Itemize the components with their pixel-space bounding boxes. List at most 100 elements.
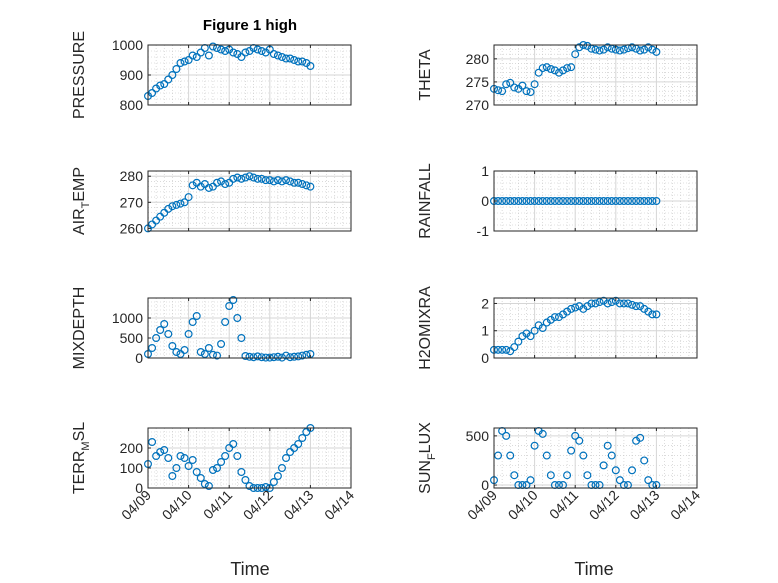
y-tick-label: 0 [481,350,489,366]
axes-box [493,297,698,359]
data-point [148,88,157,97]
data-point [261,176,270,185]
y-tick-label: 270 [466,97,490,113]
data-point [607,197,616,206]
data-point [595,197,604,206]
y-tick-label: 100 [120,460,144,476]
data-point [632,302,641,311]
data-point [290,55,299,64]
data-point [188,181,197,190]
data-point [559,310,568,319]
data-point [282,351,291,360]
data-point [644,197,653,206]
data-point [241,173,250,182]
y-tick-label: 1000 [112,310,143,326]
data-point [575,43,584,52]
data-point [526,88,535,97]
data-point [636,46,645,55]
data-point [277,464,286,473]
x-tick-label: 04/10 [159,487,195,523]
subplot-4: -1 0 1 RAINFALL [417,163,698,239]
data-point [567,446,576,455]
data-point [188,51,197,60]
data-point [514,197,523,206]
data-point [591,299,600,308]
data-point [595,46,604,55]
data-point [538,64,547,73]
data-point [619,197,628,206]
data-point [542,318,551,327]
data-point [277,177,286,186]
data-point [644,476,653,485]
data-point [164,204,173,213]
data-point [176,199,185,208]
data-point [156,81,165,90]
data-point [253,45,262,54]
data-point [636,433,645,442]
data-point [530,441,539,450]
data-point [575,302,584,311]
y-tick-label: 1 [481,163,489,179]
data-point [282,54,291,63]
data-point [494,451,503,460]
data-point [196,474,205,483]
data-point [644,307,653,316]
y-tick-label: 280 [466,51,490,67]
data-point [575,436,584,445]
data-point [530,326,539,335]
data-point [546,471,555,480]
data-point [599,461,608,470]
data-point [221,452,230,461]
data-point [172,200,181,209]
x-tick-label: 04/09 [464,487,500,523]
data-point [184,330,193,339]
data-point [172,464,181,473]
data-point [164,454,173,463]
data-point [229,174,238,183]
data-point [640,45,649,54]
y-tick-label: 0 [135,350,143,366]
data-point [156,326,165,335]
data-point [599,296,608,305]
x-axis-title-left: Time [230,559,269,579]
data-point [554,68,563,77]
data-point [196,48,205,57]
data-point [563,307,572,316]
subplot-1: 800 900 1000 PRESSURE [71,31,352,119]
data-point [253,352,262,361]
data-point [286,177,295,186]
data-point [615,46,624,55]
y-axis-label: THETA [417,49,434,101]
y-tick-label: 500 [466,428,490,444]
data-point [217,458,226,467]
data-point [257,353,266,362]
data-point [257,46,266,55]
data-point [184,193,193,202]
y-tick-label: 800 [120,97,144,113]
data-point [217,45,226,54]
data-point [225,444,234,453]
data-point [494,86,503,95]
data-point [168,342,177,351]
data-point [611,296,620,305]
data-point [595,298,604,307]
data-point [237,468,246,477]
data-point [550,66,559,75]
data-point [559,197,568,206]
y-tick-label: 270 [120,194,144,210]
data-point [534,68,543,77]
data-point [213,178,222,187]
y-tick-label: 260 [120,220,144,236]
data-point [534,197,543,206]
data-point [510,471,519,480]
data-point [502,431,511,440]
data-point [522,329,531,338]
data-point [518,332,527,341]
data-point [237,174,246,183]
data-point [176,452,185,461]
x-tick-label: 04/12 [240,487,276,523]
data-point [180,57,189,66]
data-point [615,299,624,308]
data-point [628,43,637,52]
